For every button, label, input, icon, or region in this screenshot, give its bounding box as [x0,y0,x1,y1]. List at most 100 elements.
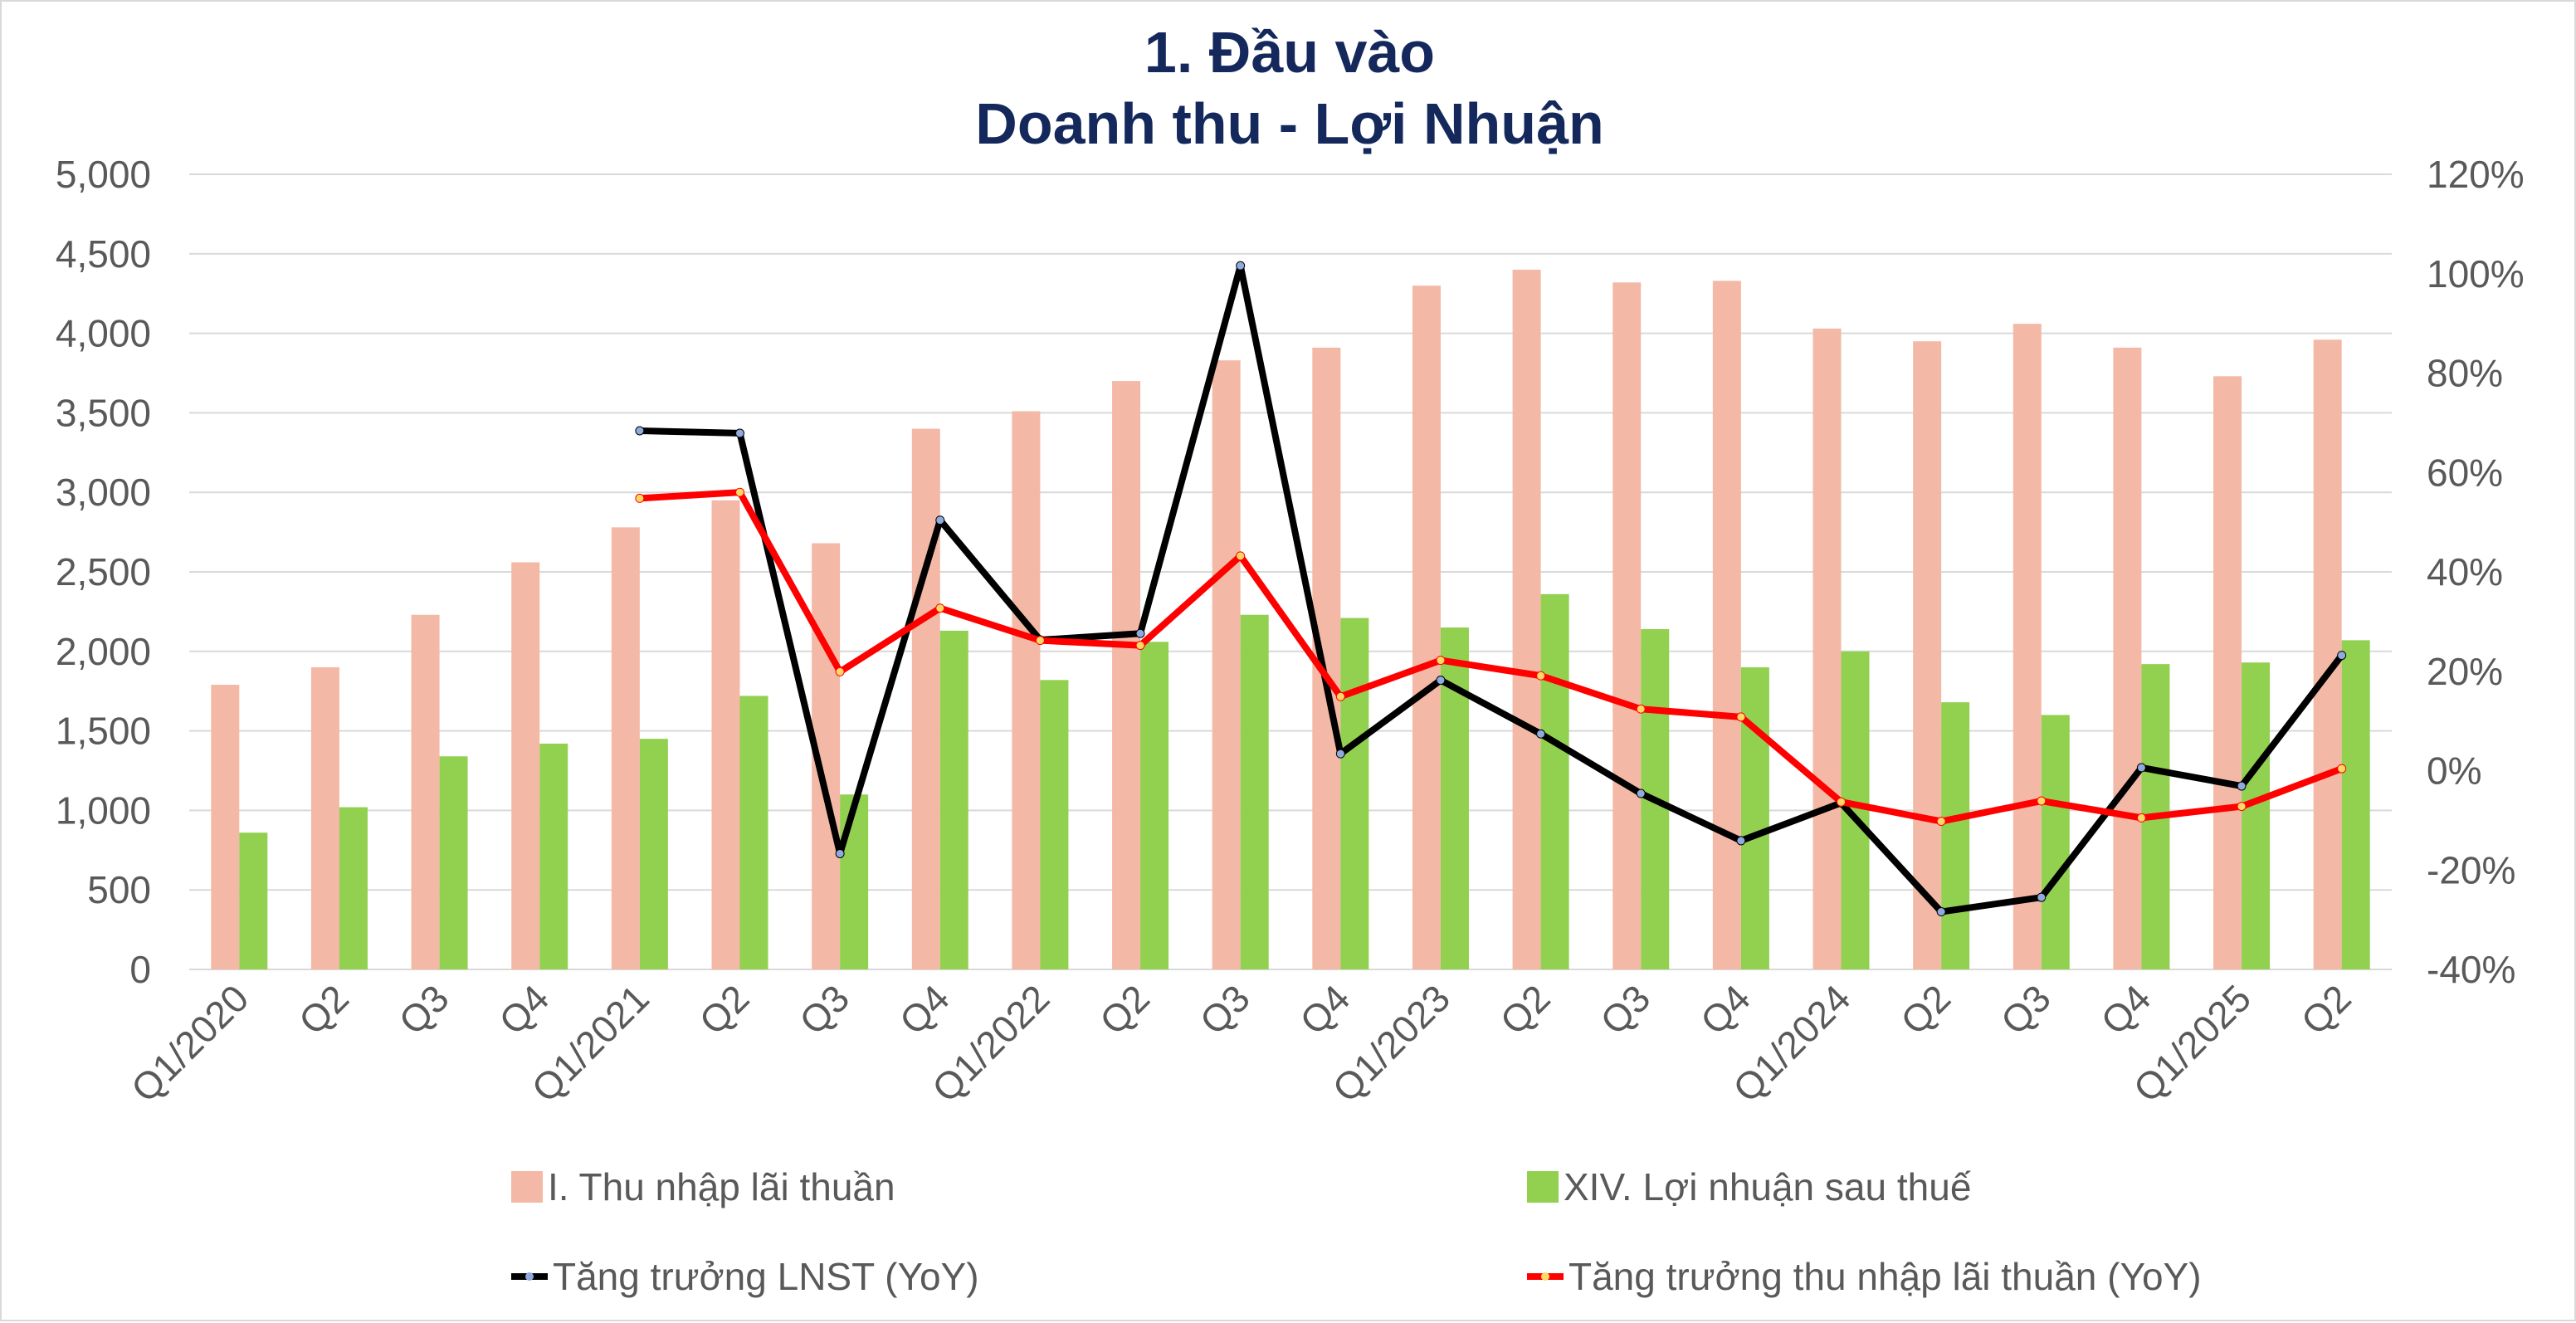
line-income-growth-point [1236,551,1246,561]
line-income-growth-point [1936,817,1946,827]
legend-item-income-growth: Tăng trưởng thu nhập lãi thuần (YoY) [1527,1253,2202,1300]
bar-net-interest-income [1212,360,1241,969]
chart-title: 1. Đầu vào [1144,20,1436,85]
x-tick-label: Q3 [1192,976,1258,1042]
line-income-growth-point [2337,764,2347,774]
chart-subtitle: Doanh thu - Lợi Nhuận [975,91,1604,156]
line-profit-growth [636,262,2345,915]
y-tick-label: 1,000 [56,788,151,832]
y2-tick-label: 80% [2427,352,2503,395]
bar-net-interest-income [1112,381,1141,970]
bar-profit-after-tax [1040,680,1069,969]
line-income-growth-point [1436,656,1446,666]
x-tick-label: Q4 [891,976,958,1042]
line-profit-growth-point [2136,763,2146,773]
bar-net-interest-income [1012,411,1041,969]
line-profit-growth-point [835,848,845,858]
line-income-growth [636,489,2345,825]
y-tick-label: 500 [87,868,151,911]
x-tick-label: Q3 [1993,976,2059,1042]
y2-tick-label: 20% [2427,650,2503,693]
legend-item-profit-after-tax: XIV. Lợi nhuận sau thuế [1527,1164,1971,1210]
line-income-growth-point [1636,704,1646,714]
line-profit-growth-point [1135,628,1145,638]
legend-swatch-profit-after-tax [1527,1171,1559,1203]
bar-net-interest-income [1913,341,1942,969]
bar-profit-after-tax [239,832,268,969]
x-tick-label: Q2 [1892,976,1959,1042]
line-income-growth-point [2136,813,2146,823]
y2-tick-label: 100% [2427,252,2525,295]
y-tick-label: 2,000 [56,630,151,673]
bar-profit-after-tax [939,630,968,969]
x-tick-label: Q2 [290,976,357,1042]
bar-net-interest-income [2313,339,2342,969]
line-income-growth-point [935,603,945,613]
line-profit-growth-point [2337,651,2347,661]
bar-net-interest-income [1512,269,1541,970]
bar-profit-after-tax [339,807,368,969]
bar-net-interest-income [1612,282,1642,970]
line-income-growth-point [635,493,645,503]
line-profit-growth-point [1636,788,1646,798]
bar-profit-after-tax [2341,640,2370,969]
line-profit-growth-point [2237,781,2247,791]
line-profit-growth-point [1335,749,1345,759]
bar-profit-after-tax [739,696,768,969]
legend-swatch-net-interest-income [511,1171,543,1203]
y2-tick-label: 0% [2427,749,2481,793]
bar-net-interest-income [310,666,339,969]
y2-tick-label: 120% [2427,153,2525,196]
bar-profit-after-tax [1240,614,1269,969]
bar-profit-after-tax [439,756,468,969]
bar-net-interest-income [1812,328,1842,969]
x-tick-label: Q4 [1692,976,1759,1042]
y-tick-label: 4,500 [56,232,151,276]
line-income-growth-point [1135,641,1145,651]
line-income-growth-point [2037,796,2047,806]
bar-net-interest-income [1712,281,1741,969]
line-income-growth-point [2237,802,2247,812]
line-profit-growth-point [1536,729,1546,739]
x-tick-label: Q3 [1592,976,1658,1042]
line-income-growth-point [1837,797,1846,807]
bar-net-interest-income [2113,347,2142,969]
line-profit-growth-point [1936,907,1946,917]
bar-profit-after-tax [539,743,568,969]
x-tick-label: Q4 [490,976,557,1042]
y-tick-label: 5,000 [56,153,151,196]
bar-profit-after-tax [1540,593,1569,969]
y-tick-label: 2,500 [56,550,151,593]
line-profit-growth-point [635,426,645,436]
x-tick-label: Q3 [791,976,857,1042]
y-tick-label: 3,500 [56,391,151,434]
bar-net-interest-income [2213,376,2242,969]
bar-profit-after-tax [840,794,869,969]
line-profit-growth-point [1236,261,1246,271]
x-tick-label: Q2 [1091,976,1158,1042]
x-tick-label: Q4 [1291,976,1358,1042]
line-income-growth-point [1335,691,1345,701]
line-income-growth-point [1035,636,1045,646]
x-tick-label: Q2 [1491,976,1558,1042]
legend-label-profit-after-tax: XIV. Lợi nhuận sau thuế [1564,1165,1972,1208]
bar-profit-after-tax [639,739,668,969]
y2-tick-label: 40% [2427,550,2503,593]
line-income-growth-point [735,487,744,497]
x-tick-label: Q4 [2092,976,2159,1042]
y-tick-label: 0 [129,948,151,991]
y-tick-label: 4,000 [56,312,151,355]
line-profit-growth-point [1436,676,1446,686]
y2-tick-label: -40% [2427,948,2515,991]
line-profit-growth-point [935,515,945,525]
bar-profit-after-tax [1340,618,1369,969]
line-profit-growth-point [2037,892,2047,902]
bar-profit-after-tax [1740,666,1769,969]
bar-profit-after-tax [1941,702,1970,969]
y2-tick-label: 60% [2427,451,2503,494]
bar-profit-after-tax [2242,662,2271,969]
legend-swatch-income-growth [1527,1261,1564,1292]
bar-profit-after-tax [1140,642,1169,969]
